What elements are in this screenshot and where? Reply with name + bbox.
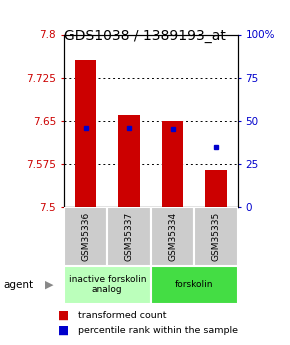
Bar (205, 170, 227, 207)
Text: agent: agent (3, 280, 33, 289)
Bar (64, 207, 107, 266)
Bar (151, 207, 194, 266)
Text: transformed count: transformed count (78, 311, 167, 320)
Text: GSM35335: GSM35335 (211, 212, 221, 261)
Text: GSM35337: GSM35337 (124, 212, 134, 261)
Text: GDS1038 / 1389193_at: GDS1038 / 1389193_at (64, 29, 226, 43)
Bar (162, 121, 183, 207)
Text: ■: ■ (58, 324, 69, 337)
Bar (118, 115, 140, 207)
Text: percentile rank within the sample: percentile rank within the sample (78, 326, 238, 335)
Bar (64, 266, 151, 304)
Bar (194, 207, 238, 266)
Text: GSM35336: GSM35336 (81, 212, 90, 261)
Text: inactive forskolin
analog: inactive forskolin analog (68, 275, 146, 294)
Bar (107, 207, 151, 266)
Text: ■: ■ (58, 309, 69, 322)
Bar (75, 60, 96, 207)
Text: forskolin: forskolin (175, 280, 213, 289)
Text: ▶: ▶ (45, 280, 53, 289)
Bar (151, 266, 238, 304)
Text: GSM35334: GSM35334 (168, 212, 177, 261)
